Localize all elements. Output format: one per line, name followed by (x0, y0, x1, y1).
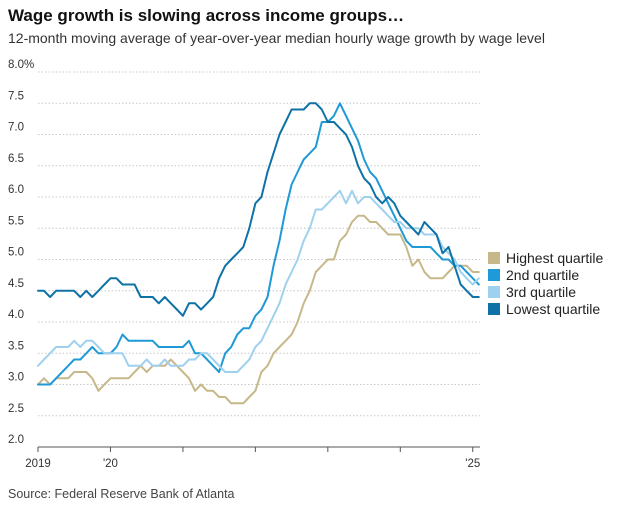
legend-swatch-highest-quartile (488, 252, 500, 264)
series-line-2nd-quartile (37, 102, 480, 386)
x-tick-label: 2019 (25, 458, 51, 470)
legend-label-highest-quartile: Highest quartile (506, 250, 603, 266)
source-note: Source: Federal Reserve Bank of Atlanta (8, 487, 235, 501)
legend-label-lowest-quartile: Lowest quartile (506, 301, 600, 317)
gridlines (38, 71, 480, 417)
y-tick-label: 6.5 (8, 153, 24, 165)
y-tick-label: 5.0 (8, 247, 24, 259)
legend-label-2nd-quartile: 2nd quartile (506, 267, 579, 283)
y-tick-label: 3.0 (8, 372, 24, 384)
legend-label-3rd-quartile: 3rd quartile (506, 284, 576, 300)
series-line-highest-quartile (37, 214, 480, 405)
y-tick-label: 2.0 (8, 434, 24, 446)
y-tick-label: 4.0 (8, 309, 24, 321)
legend-swatch-2nd-quartile (488, 269, 500, 281)
y-tick-label: 4.5 (8, 278, 24, 290)
series-line-3rd-quartile (37, 189, 480, 373)
chart-subtitle: 12-month moving average of year-over-yea… (8, 30, 545, 46)
y-axis-tick-labels: 2.0 2.5 3.0 3.5 4.0 4.5 5.0 5.5 6.0 6.5 7.0 7.5 8.0% (8, 59, 34, 446)
series-line-lowest-quartile (37, 102, 480, 317)
line-chart: 2.0 2.5 3.0 3.5 4.0 4.5 5.0 5.5 6.0 6.5 7.0 7.5 8.0%… (8, 59, 603, 470)
y-tick-label: 8.0% (8, 59, 34, 71)
x-axis: 2019 '20 '25 (25, 446, 480, 470)
y-tick-label: 6.0 (8, 184, 24, 196)
legend-swatch-3rd-quartile (488, 286, 500, 298)
x-tick-label: '25 (465, 458, 480, 470)
legend-swatch-lowest-quartile (488, 303, 500, 315)
x-tick-label: '20 (103, 458, 118, 470)
series-lines (37, 102, 480, 405)
y-tick-label: 5.5 (8, 215, 24, 227)
chart-title: Wage growth is slowing across income gro… (8, 6, 405, 25)
y-tick-label: 7.5 (8, 90, 24, 102)
y-tick-label: 3.5 (8, 340, 24, 352)
y-tick-label: 2.5 (8, 403, 24, 415)
y-tick-label: 7.0 (8, 122, 24, 134)
